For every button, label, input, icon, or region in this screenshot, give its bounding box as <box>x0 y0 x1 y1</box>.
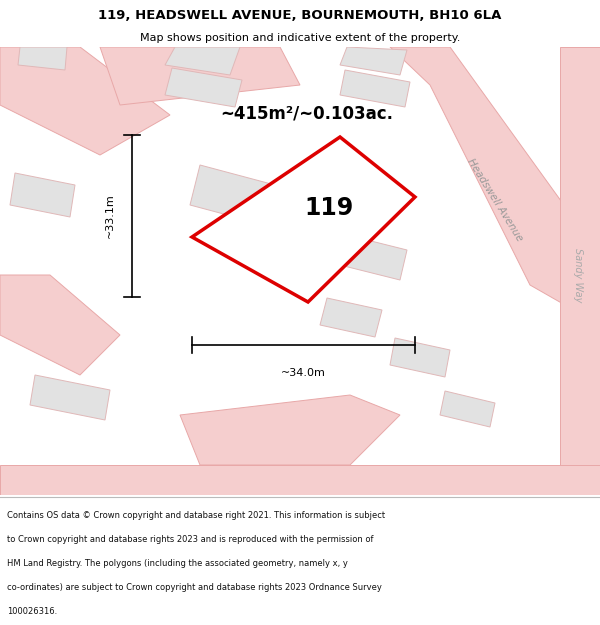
Polygon shape <box>340 70 410 107</box>
Text: Map shows position and indicative extent of the property.: Map shows position and indicative extent… <box>140 33 460 43</box>
Polygon shape <box>340 47 407 75</box>
Text: HM Land Registry. The polygons (including the associated geometry, namely x, y: HM Land Registry. The polygons (includin… <box>7 559 348 568</box>
Polygon shape <box>190 165 275 225</box>
Polygon shape <box>340 235 407 280</box>
Text: ~34.0m: ~34.0m <box>281 368 326 378</box>
Polygon shape <box>0 275 120 375</box>
Polygon shape <box>10 173 75 217</box>
Polygon shape <box>310 185 378 230</box>
Text: co-ordinates) are subject to Crown copyright and database rights 2023 Ordnance S: co-ordinates) are subject to Crown copyr… <box>7 582 382 592</box>
Text: Sandy Way: Sandy Way <box>573 248 583 302</box>
Polygon shape <box>560 47 600 495</box>
Text: 119: 119 <box>304 196 353 220</box>
Polygon shape <box>390 338 450 377</box>
Text: Contains OS data © Crown copyright and database right 2021. This information is : Contains OS data © Crown copyright and d… <box>7 511 385 519</box>
Polygon shape <box>440 391 495 427</box>
Text: ~33.1m: ~33.1m <box>105 194 115 238</box>
Polygon shape <box>390 47 600 325</box>
Text: Headswell Avenue: Headswell Avenue <box>466 157 524 243</box>
Polygon shape <box>165 68 242 107</box>
Polygon shape <box>100 47 300 105</box>
Text: 119, HEADSWELL AVENUE, BOURNEMOUTH, BH10 6LA: 119, HEADSWELL AVENUE, BOURNEMOUTH, BH10… <box>98 9 502 22</box>
Text: 100026316.: 100026316. <box>7 607 58 616</box>
Polygon shape <box>18 47 67 70</box>
Polygon shape <box>192 137 415 302</box>
Polygon shape <box>0 47 170 155</box>
Text: to Crown copyright and database rights 2023 and is reproduced with the permissio: to Crown copyright and database rights 2… <box>7 534 374 544</box>
Polygon shape <box>320 298 382 337</box>
Text: ~415m²/~0.103ac.: ~415m²/~0.103ac. <box>220 104 393 122</box>
Polygon shape <box>0 465 600 495</box>
Polygon shape <box>30 375 110 420</box>
Polygon shape <box>165 47 240 75</box>
Polygon shape <box>180 395 400 465</box>
